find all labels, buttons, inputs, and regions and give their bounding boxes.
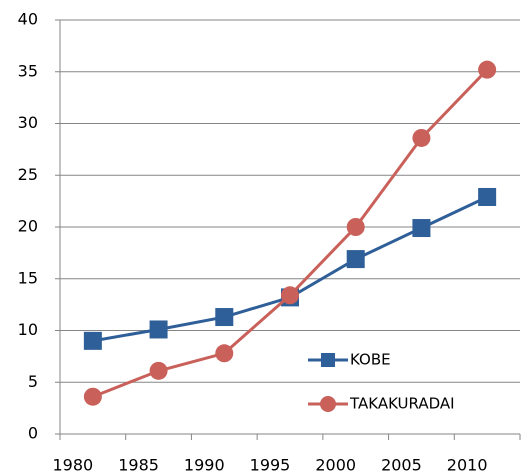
y-tick-label: 40 [18, 10, 38, 29]
x-tick-label: 1980 [52, 456, 93, 475]
y-tick-label: 0 [28, 424, 38, 443]
marker [478, 60, 497, 79]
x-tick-label: 2005 [381, 456, 422, 475]
marker [412, 128, 431, 147]
y-tick-label: 20 [18, 217, 38, 236]
marker [83, 331, 102, 350]
x-tick-label: 2000 [315, 456, 356, 475]
x-tick-label: 1995 [250, 456, 291, 475]
legend-marker [320, 396, 336, 412]
marker [281, 286, 299, 305]
x-tick-label: 1985 [118, 456, 159, 475]
marker [478, 187, 497, 206]
marker [83, 387, 102, 406]
y-tick-label: 10 [18, 320, 38, 339]
y-tick-label: 25 [18, 165, 38, 184]
y-tick-label: 35 [18, 61, 38, 80]
legend-label: TAKAKURADAI [349, 395, 455, 413]
marker [215, 308, 234, 327]
marker [215, 344, 234, 363]
series-line [92, 195, 488, 343]
marker [149, 320, 168, 339]
marker [412, 219, 431, 238]
y-tick-label: 15 [18, 268, 38, 287]
marker [346, 250, 365, 269]
y-tick-label: 5 [28, 372, 38, 391]
legend-marker [321, 353, 335, 367]
x-tick-label: 1990 [184, 456, 225, 475]
marker [149, 361, 168, 380]
y-tick-label: 30 [18, 113, 38, 132]
marker [346, 218, 365, 236]
legend-label: KOBE [350, 351, 391, 369]
x-tick-label: 2010 [447, 456, 488, 475]
